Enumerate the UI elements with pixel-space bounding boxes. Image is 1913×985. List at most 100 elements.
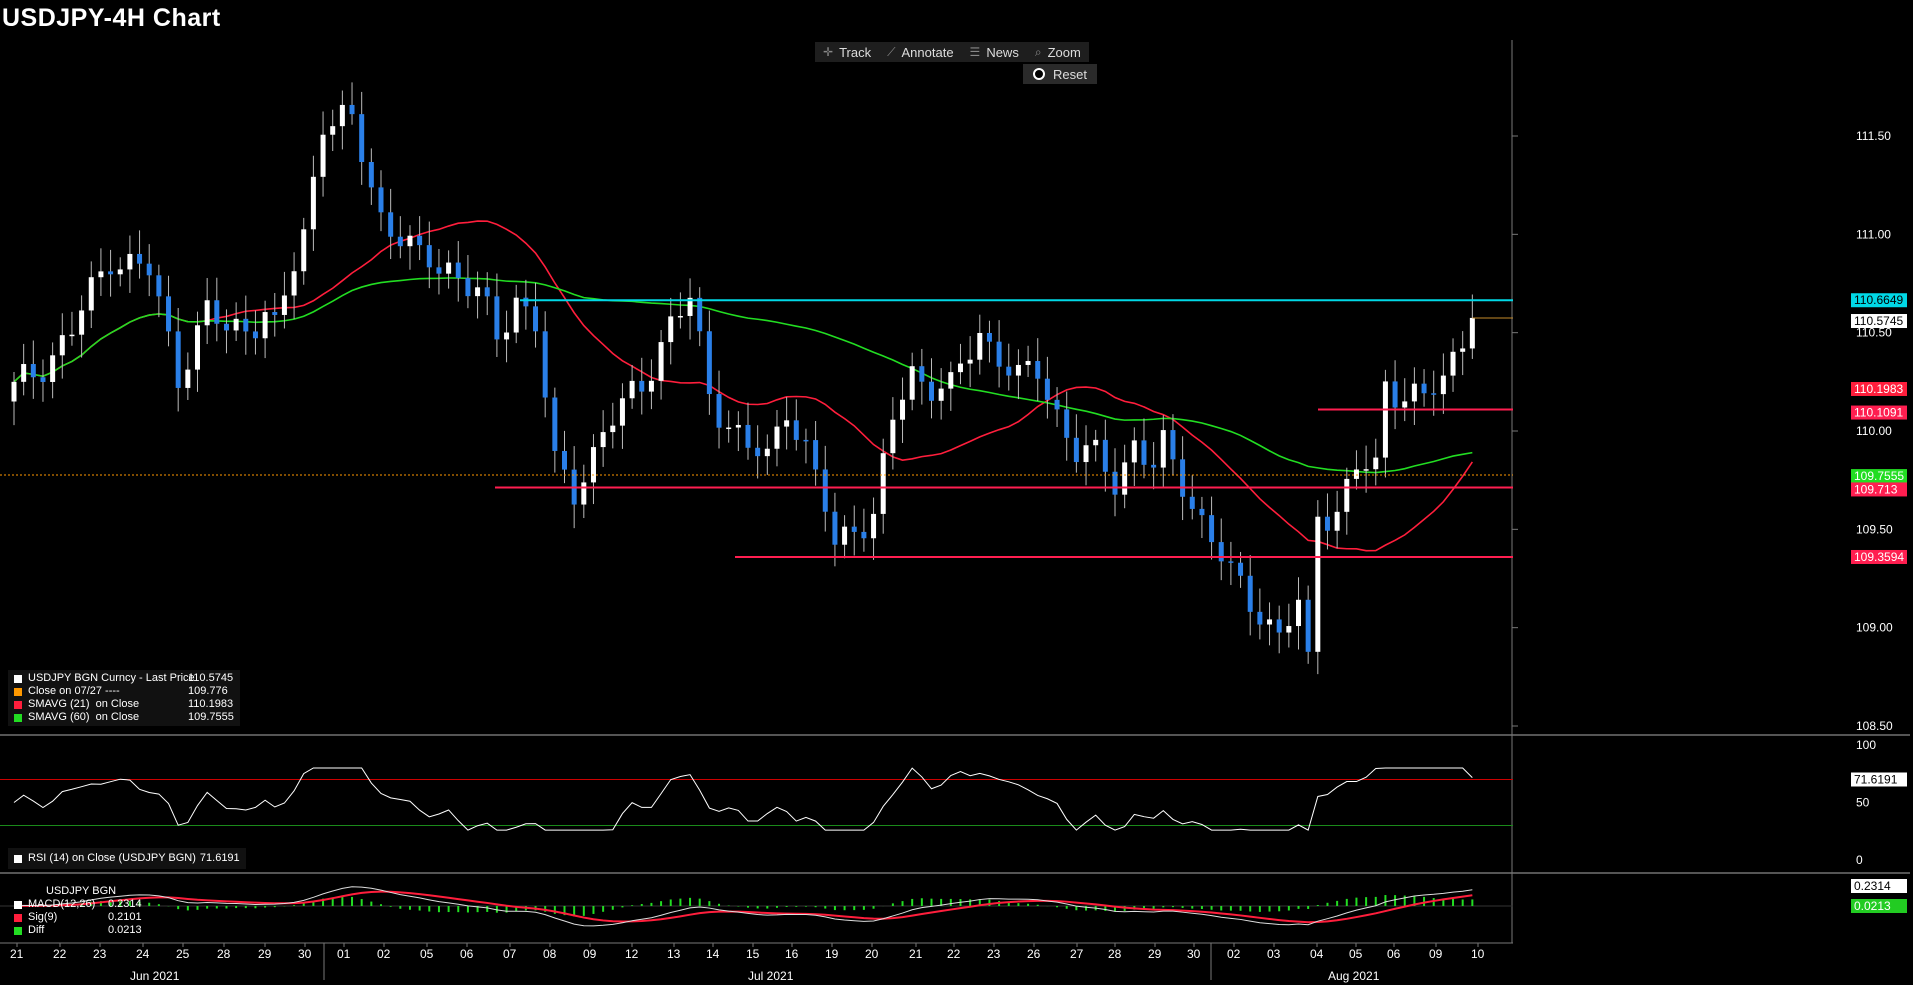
candle-body [262,312,268,339]
legend-value: 110.5745 [188,672,234,684]
zoom-button[interactable]: ⌕ Zoom [1027,42,1089,62]
candle-body [1189,496,1195,509]
annotate-button[interactable]: ⟋ Annotate [879,42,961,62]
rsi-legend-value: 71.6191 [199,852,240,864]
candle-body [523,297,529,307]
candle-body [30,364,36,378]
candle-body [455,262,461,279]
track-button[interactable]: ✛ Track [815,42,879,62]
candle-body [243,318,249,332]
legend-label: Sig(9) [28,911,58,923]
candle-body [11,381,17,402]
candle-body [726,427,732,430]
candle-body [1431,393,1437,395]
legend-swatch [14,687,22,696]
candle-body [1363,469,1369,471]
legend-item-sig: Sig(9) 0.2101 [14,911,142,924]
candle-body [600,432,606,448]
magnifier-icon: ⌕ [1034,44,1042,59]
candle-body [301,229,307,272]
candle-body [1344,478,1350,512]
candle-body [50,355,56,382]
candle-body [552,397,558,451]
candle-body [1276,619,1282,633]
candle-body [79,310,85,335]
candle-body [1131,440,1137,463]
rsi-value-tag [1851,772,1907,787]
candle-body [1353,469,1359,479]
candle-body [1238,562,1244,576]
legend-swatch [14,713,22,722]
candle-body [1315,516,1321,652]
legend-label: Diff [28,924,45,936]
candle-body [1044,378,1050,400]
candle-body [195,325,200,370]
candle-body [368,162,374,188]
y-tick-label: 111.50 [1856,129,1891,143]
candle-body [919,366,925,382]
pencil-icon: ⟋ [887,44,896,59]
legend-swatch [14,700,22,709]
news-button[interactable]: ☰ News [962,42,1027,62]
candle-body [1286,626,1292,633]
candle-body [127,253,133,270]
candle-body [1402,401,1408,408]
candle-body [774,426,780,449]
candle-body [851,526,857,532]
candle-body [1209,515,1215,543]
candle-body [513,297,519,333]
y-tick-label: 109.50 [1856,522,1893,536]
macd-value-tag [1851,879,1907,893]
y-tick-label: 109.00 [1856,621,1893,635]
x-tick-label: 09 [1429,947,1443,961]
rsi-tick-label: 0 [1856,853,1863,867]
legend-value: 0.2101 [108,911,142,923]
candle-body [1170,430,1176,460]
x-tick-label: 26 [1027,947,1041,961]
x-tick-label: 22 [947,947,961,961]
price-tag-label: 110.5745 [1854,314,1903,328]
macd-line [13,886,1473,927]
candle-body [137,253,143,264]
candle-body [1440,375,1446,395]
candle-body [610,425,616,433]
candle-body [446,262,452,274]
sma60-line [13,277,1473,474]
legend-label: SMAVG (60) on Close [28,711,140,723]
x-tick-label: 24 [136,947,150,961]
x-tick-label: 14 [706,947,720,961]
reset-button[interactable]: Reset [1023,64,1097,84]
candle-body [98,271,104,278]
price-tag [1851,482,1907,497]
x-tick-label: 01 [337,947,351,961]
rsi-value-label: 71.6191 [1854,773,1898,787]
candle-body [21,364,27,382]
candle-body [407,235,413,247]
price-tag-label: 110.1091 [1854,406,1903,420]
candle-body [967,359,973,364]
x-tick-label: 05 [420,947,434,961]
price-tag [1851,314,1907,329]
candle-body [871,513,877,539]
legend-value: 109.7555 [188,711,234,723]
candle-body [1083,445,1089,463]
crosshair-icon: ✛ [823,45,834,59]
price-tag [1851,405,1907,420]
x-tick-label: 22 [53,947,67,961]
news-icon: ☰ [969,45,981,59]
candle-body [1025,361,1031,365]
x-tick-label: 21 [909,947,923,961]
candle-body [1122,462,1128,495]
candle-body [1392,381,1398,408]
candle-body [1324,516,1330,531]
x-tick-label: 19 [825,947,839,961]
candle-body [619,398,625,426]
x-month-label: Jul 2021 [748,969,794,983]
candle-body [1035,361,1041,379]
rsi-legend: RSI (14) on Close (USDJPY BGN) 71.6191 [8,848,246,869]
x-tick-label: 30 [1187,947,1201,961]
x-month-label: Jun 2021 [130,969,180,983]
price-tag-label: 109.3594 [1854,550,1904,564]
candle-body [755,447,761,457]
